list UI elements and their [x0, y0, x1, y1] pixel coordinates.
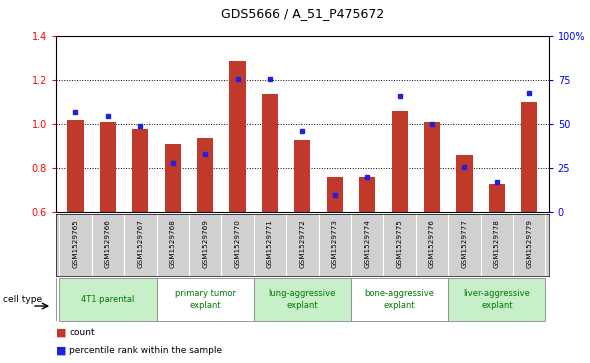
Text: bone-aggressive
explant: bone-aggressive explant: [365, 289, 435, 310]
Bar: [489, 184, 505, 212]
Text: GSM1529771: GSM1529771: [267, 219, 273, 268]
Bar: [100, 122, 116, 212]
Text: ■: ■: [56, 345, 67, 355]
Text: GSM1529769: GSM1529769: [202, 219, 208, 268]
Bar: [327, 177, 343, 212]
Text: lung-aggressive
explant: lung-aggressive explant: [268, 289, 336, 310]
Text: GSM1529768: GSM1529768: [170, 219, 176, 268]
Bar: [67, 120, 84, 212]
Bar: [392, 111, 408, 212]
Text: GSM1529775: GSM1529775: [396, 219, 402, 268]
Text: liver-aggressive
explant: liver-aggressive explant: [463, 289, 530, 310]
Text: 4T1 parental: 4T1 parental: [81, 295, 135, 304]
Text: GSM1529772: GSM1529772: [299, 219, 306, 268]
Bar: [262, 94, 278, 212]
Bar: [59, 278, 156, 321]
Bar: [230, 61, 245, 212]
Text: count: count: [69, 328, 94, 337]
Text: GSM1529779: GSM1529779: [526, 219, 532, 268]
Text: GSM1529765: GSM1529765: [73, 219, 78, 268]
Text: GSM1529777: GSM1529777: [461, 219, 467, 268]
Text: GSM1529778: GSM1529778: [494, 219, 500, 268]
Text: GSM1529770: GSM1529770: [235, 219, 241, 268]
Bar: [351, 278, 448, 321]
Text: GDS5666 / A_51_P475672: GDS5666 / A_51_P475672: [221, 7, 384, 20]
Text: primary tumor
explant: primary tumor explant: [175, 289, 235, 310]
Text: GSM1529776: GSM1529776: [429, 219, 435, 268]
Bar: [424, 122, 440, 212]
Bar: [165, 144, 181, 212]
Text: percentile rank within the sample: percentile rank within the sample: [69, 346, 222, 355]
Text: GSM1529773: GSM1529773: [332, 219, 338, 268]
Text: cell type: cell type: [3, 295, 42, 304]
Bar: [456, 155, 473, 212]
Text: ■: ■: [56, 327, 67, 337]
Bar: [197, 138, 213, 212]
Bar: [156, 278, 254, 321]
Bar: [359, 177, 375, 212]
Bar: [521, 102, 537, 212]
Text: GSM1529766: GSM1529766: [105, 219, 111, 268]
Bar: [254, 278, 351, 321]
Text: GSM1529767: GSM1529767: [137, 219, 143, 268]
Bar: [448, 278, 546, 321]
Bar: [294, 140, 310, 212]
Bar: [132, 129, 149, 212]
Text: GSM1529774: GSM1529774: [364, 219, 370, 268]
